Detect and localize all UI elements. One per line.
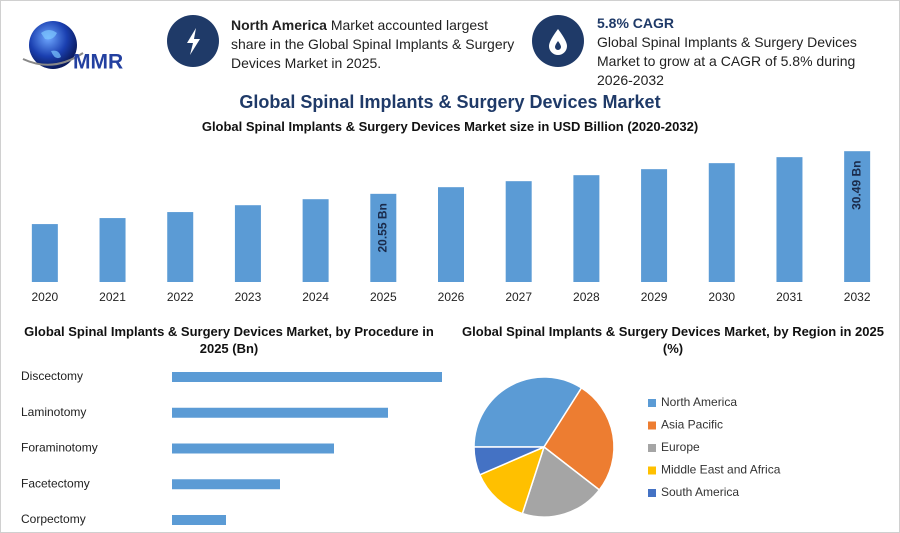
legend-label: Asia Pacific <box>661 418 723 432</box>
logo-swoosh <box>22 52 84 66</box>
callout: 5.8% CAGR Global Spinal Implants & Surger… <box>597 14 869 90</box>
x-tick-label: 2022 <box>167 290 194 304</box>
bar <box>172 443 334 454</box>
x-tick-label: 2020 <box>31 290 58 304</box>
bar <box>167 212 194 282</box>
bar <box>505 181 532 282</box>
pie-slice <box>473 446 545 476</box>
logo-text: MMR <box>73 51 123 74</box>
callout-text: Global Spinal Implants & Surgery Devices… <box>597 34 857 88</box>
bar <box>641 169 668 282</box>
callout-title: 5.8% CAGR <box>597 15 675 31</box>
bar <box>172 515 226 525</box>
x-tick-label: 2031 <box>776 290 803 304</box>
y-tick-label: Corpectomy <box>21 512 86 526</box>
bar <box>302 199 329 282</box>
bar <box>438 187 464 282</box>
logo-land <box>41 30 61 59</box>
x-tick-label: 2024 <box>302 290 329 304</box>
chart-title: Global Spinal Implants & Surgery Devices… <box>462 324 884 356</box>
legend-swatch <box>648 489 656 497</box>
callout-text: Market accounted largest share in the Gl… <box>231 17 515 71</box>
legend-label: South America <box>661 485 739 499</box>
bar <box>172 407 388 418</box>
bar <box>172 479 280 490</box>
x-tick-label: 2030 <box>708 290 735 304</box>
legend-swatch <box>648 399 656 407</box>
bar <box>370 193 397 282</box>
y-tick-label: Discectomy <box>21 369 83 383</box>
x-tick-label: 2025 <box>370 290 397 304</box>
pie-slice <box>543 386 615 491</box>
legend-swatch <box>648 466 656 475</box>
bar <box>844 151 871 282</box>
callout: North America Market accounted largest s… <box>231 16 521 73</box>
bar <box>99 218 126 282</box>
chart-title: Global Spinal Implants & Surgery Devices… <box>201 119 699 134</box>
pie-slice <box>521 445 601 518</box>
bar <box>172 372 442 382</box>
icon-drop <box>549 29 567 55</box>
legend-swatch <box>648 421 656 430</box>
logo-globe <box>29 21 77 69</box>
callout-highlight: North America <box>231 17 327 33</box>
chart-title: Global Spinal Implants & Surgery Devices… <box>24 324 434 356</box>
x-tick-label: 2029 <box>641 290 668 304</box>
bar <box>573 175 600 282</box>
legend-label: Middle East and Africa <box>661 463 781 477</box>
bar <box>776 157 803 282</box>
bar <box>31 224 58 282</box>
pie-slice <box>478 445 546 515</box>
bar <box>234 205 261 282</box>
legend-label: North America <box>661 395 737 409</box>
main-title: Global Spinal Implants & Surgery Devices… <box>239 92 661 112</box>
x-tick-label: 2028 <box>573 290 600 304</box>
icon-bolt <box>187 28 200 55</box>
x-tick-label: 2027 <box>505 290 532 304</box>
x-tick-label: 2023 <box>235 290 262 304</box>
value-label: 30.49 Bn <box>849 161 863 210</box>
y-tick-label: Laminotomy <box>21 405 86 419</box>
x-tick-label: 2026 <box>438 290 465 304</box>
logo: MMR <box>22 21 123 74</box>
y-tick-label: Foraminotomy <box>21 441 98 455</box>
value-label: 20.55 Bn <box>375 203 389 252</box>
bar <box>708 163 735 282</box>
legend-swatch <box>648 444 656 452</box>
legend-label: Europe <box>661 440 700 454</box>
y-tick-label: Facetectomy <box>21 476 90 490</box>
x-tick-label: 2032 <box>844 290 871 304</box>
x-tick-label: 2021 <box>99 290 126 304</box>
